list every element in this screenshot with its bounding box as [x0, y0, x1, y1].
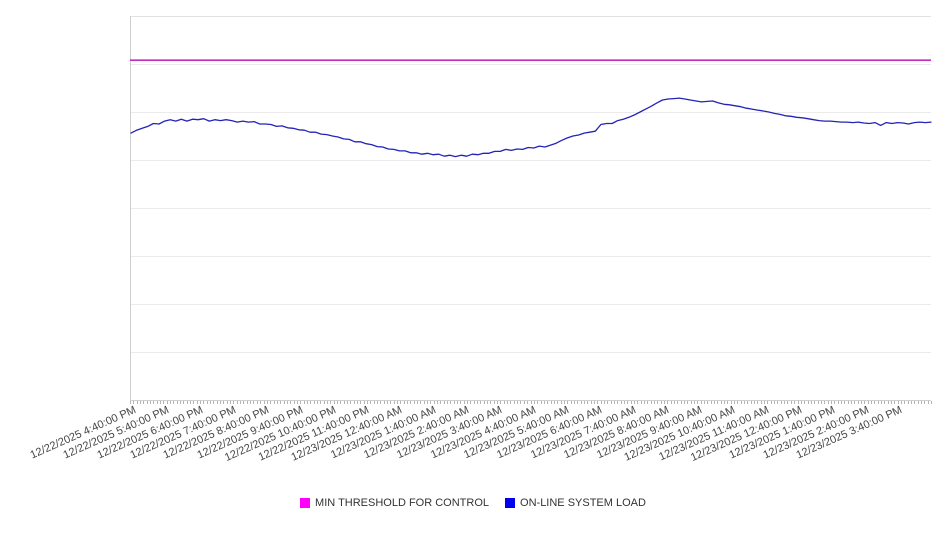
legend-label-online-load: ON-LINE SYSTEM LOAD — [520, 497, 646, 509]
legend: MIN THRESHOLD FOR CONTROL ON-LINE SYSTEM… — [0, 497, 946, 509]
legend-label-min-threshold: MIN THRESHOLD FOR CONTROL — [315, 497, 490, 509]
chart-container: 12/22/2025 4:40:00 PM 12/22/2025 5:40:00 … — [0, 16, 946, 509]
legend-item-min-threshold: MIN THRESHOLD FOR CONTROL — [300, 497, 489, 509]
legend-item-online-load: ON-LINE SYSTEM LOAD — [505, 497, 646, 509]
min-threshold-swatch-icon — [300, 498, 311, 508]
online-load-swatch-icon — [505, 498, 516, 508]
plot-area — [130, 16, 932, 404]
online-system-load-line — [130, 97, 932, 158]
